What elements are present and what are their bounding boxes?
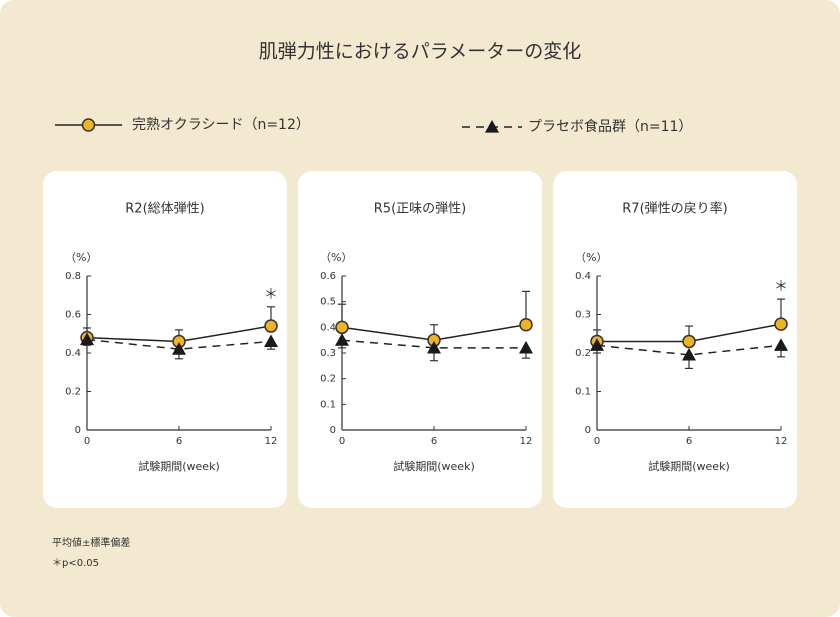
x-axis-label: 試験期間(week) xyxy=(393,459,475,473)
y-tick-label: 0.1 xyxy=(320,399,336,410)
x-tick-label: 0 xyxy=(339,436,345,447)
y-axis-unit: （%） xyxy=(320,251,352,264)
x-tick-label: 6 xyxy=(176,436,182,447)
y-tick-label: 0 xyxy=(330,425,336,436)
y-tick-label: 0.6 xyxy=(65,310,81,321)
significance-mark: ＊ xyxy=(264,287,278,303)
marker xyxy=(774,317,788,331)
panel xyxy=(553,171,797,508)
legend-label: 完熟オクラシード（n=12） xyxy=(132,117,310,133)
marker xyxy=(172,342,186,355)
panel xyxy=(43,171,287,508)
y-tick-label: 0.6 xyxy=(320,271,336,282)
figure-title: 肌弾力性におけるパラメーターの変化 xyxy=(259,41,581,63)
y-tick-label: 0.1 xyxy=(575,387,591,398)
y-axis-unit: （%） xyxy=(575,251,607,264)
y-tick-label: 0.8 xyxy=(65,271,81,282)
marker xyxy=(80,332,94,346)
x-tick-label: 6 xyxy=(431,436,437,447)
marker xyxy=(774,338,788,351)
x-axis-label: 試験期間(week) xyxy=(138,459,220,473)
significance-mark: ＊ xyxy=(774,279,788,295)
x-tick-label: 0 xyxy=(84,436,90,447)
marker xyxy=(590,338,604,351)
y-tick-label: 0.3 xyxy=(320,348,336,359)
y-tick-label: 0.5 xyxy=(320,297,336,308)
series-line xyxy=(596,344,782,356)
marker xyxy=(335,333,349,346)
x-tick-label: 6 xyxy=(686,436,692,447)
panel-title: R7(弾性の戻り率) xyxy=(622,201,727,217)
panel xyxy=(298,171,542,508)
marker xyxy=(519,340,533,354)
y-tick-label: 0.2 xyxy=(575,348,591,359)
footnote: ＊p<0.05 xyxy=(52,558,99,569)
y-tick-label: 0.4 xyxy=(320,322,336,333)
marker xyxy=(335,320,349,335)
marker xyxy=(682,334,696,349)
marker xyxy=(427,340,441,354)
x-tick-label: 12 xyxy=(520,436,533,447)
y-tick-label: 0.2 xyxy=(65,387,81,398)
panel-title: R2(総体弾性) xyxy=(125,202,204,217)
panel-title: R5(正味の弾性) xyxy=(374,202,466,217)
y-tick-label: 0.4 xyxy=(65,348,81,359)
x-axis-label: 試験期間(week) xyxy=(648,459,730,473)
y-tick-label: 0.2 xyxy=(320,374,336,385)
x-tick-label: 0 xyxy=(594,436,600,447)
marker xyxy=(264,334,278,348)
y-axis-unit: （%） xyxy=(65,251,97,264)
legend-marker xyxy=(81,118,96,132)
marker xyxy=(264,319,278,333)
x-tick-label: 12 xyxy=(265,436,278,447)
y-tick-label: 0 xyxy=(585,425,591,436)
series-line xyxy=(86,338,272,350)
legend-label: プラセボ食品群（n=11） xyxy=(528,118,692,135)
marker xyxy=(682,347,696,361)
y-tick-label: 0 xyxy=(75,425,81,436)
y-tick-label: 0.3 xyxy=(575,310,591,321)
legend-marker xyxy=(485,120,499,133)
marker xyxy=(519,318,533,332)
x-tick-label: 12 xyxy=(775,436,788,447)
footnote: 平均値±標準偏差 xyxy=(52,536,130,549)
y-tick-label: 0.4 xyxy=(575,271,591,282)
series-line xyxy=(341,339,526,349)
